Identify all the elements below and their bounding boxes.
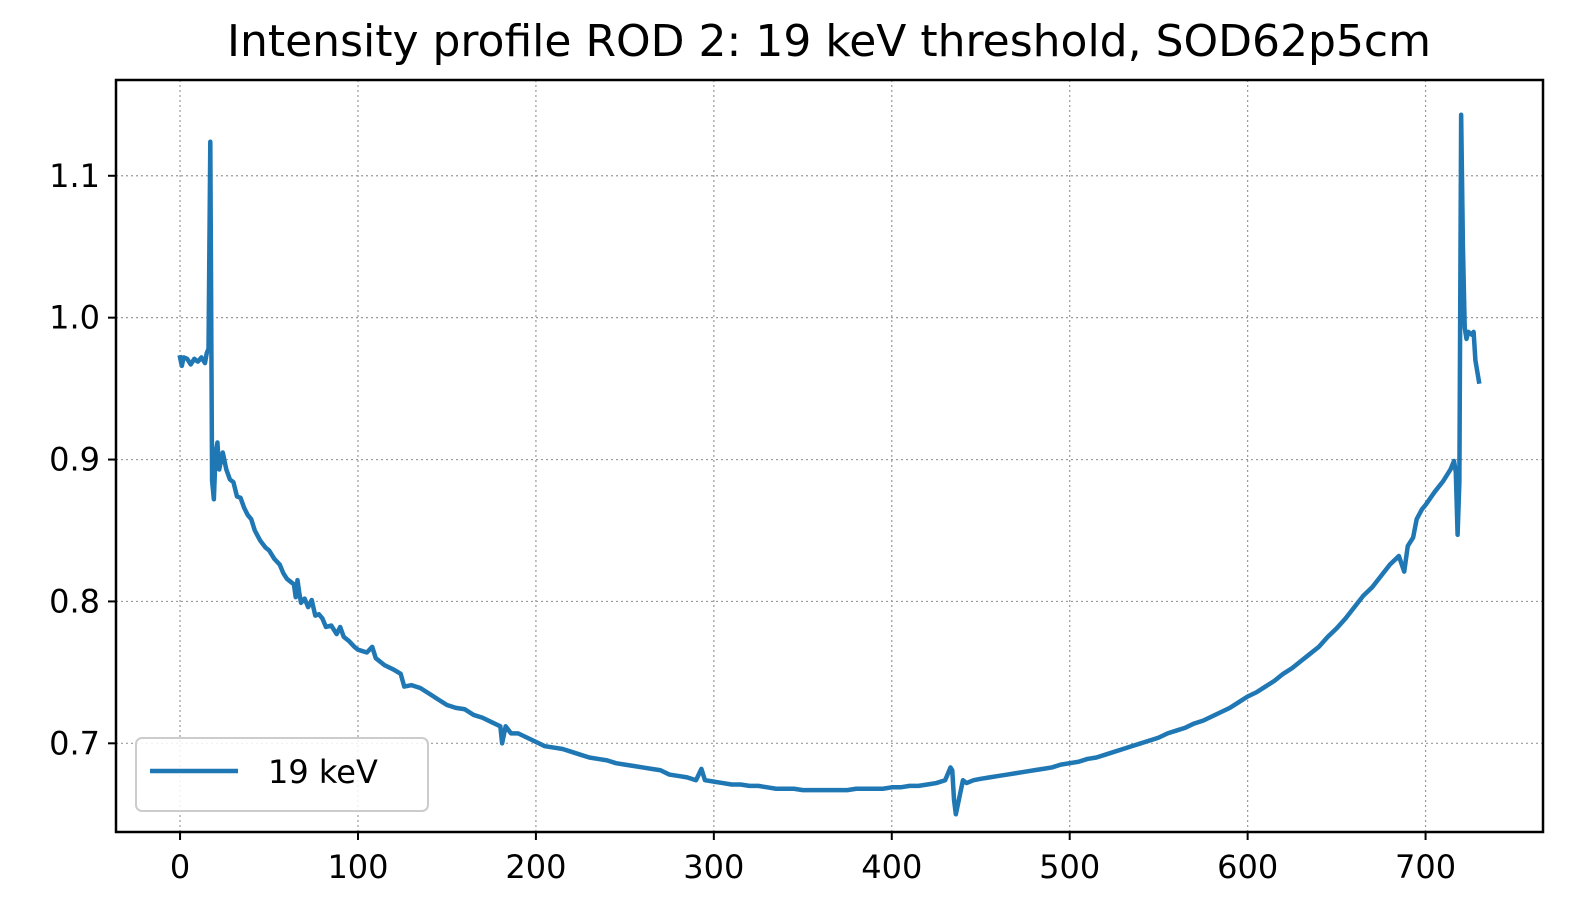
axis-ticks: 0 100 200 300 400 500 600 700 0.7 0.8 0.9 1.0 1.1: [49, 157, 1456, 886]
x-tick-label: 600: [1217, 848, 1278, 886]
series-line-19-kev: [177, 112, 1482, 817]
x-tick-label: 0: [170, 848, 190, 886]
plot-area-frame: [114, 78, 1545, 834]
x-tick-label: 500: [1039, 848, 1100, 886]
x-tick-label: 300: [683, 848, 744, 886]
x-tick-label: 200: [505, 848, 566, 886]
legend: 19 keV: [135, 737, 429, 812]
y-tick-label: 1.0: [49, 299, 100, 337]
y-tick-label: 0.8: [49, 582, 100, 620]
x-tick-label: 400: [861, 848, 922, 886]
y-tick-label: 1.1: [49, 157, 100, 195]
y-tick-label: 0.7: [49, 724, 100, 762]
series-layer: [177, 112, 1482, 817]
grid-lines: [116, 80, 1543, 832]
y-tick-label: 0.9: [49, 441, 100, 479]
chart-title: Intensity profile ROD 2: 19 keV threshol…: [227, 16, 1431, 67]
x-tick-label: 700: [1395, 848, 1456, 886]
x-tick-label: 100: [327, 848, 388, 886]
legend-box: [135, 737, 429, 812]
legend-label: 19 keV: [268, 753, 378, 791]
